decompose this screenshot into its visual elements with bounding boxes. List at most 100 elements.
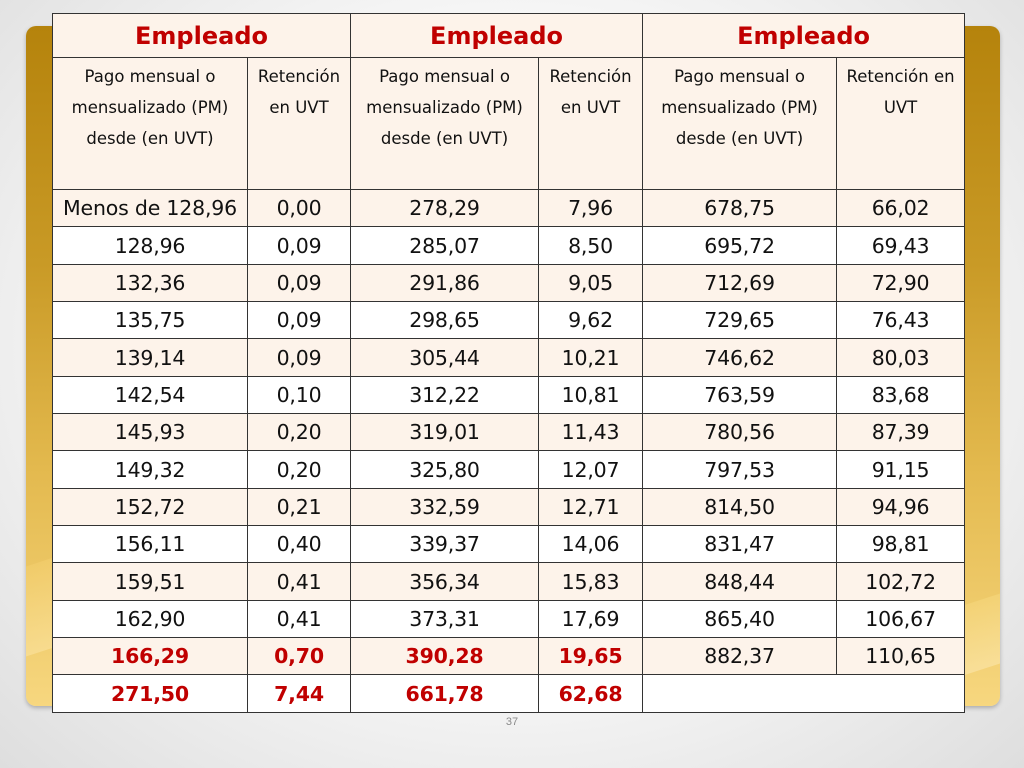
payment-cell: 142,54 (52, 375, 248, 415)
payment-cell: 312,22 (350, 375, 540, 415)
payment-cell: 156,11 (52, 525, 248, 564)
retention-cell: 102,72 (836, 562, 966, 601)
retention-cell: 0,20 (246, 450, 352, 489)
table-column-header-row: Pago mensual o mensualizado (PM) desde (… (52, 57, 966, 190)
retention-cell: 0,09 (246, 263, 352, 303)
retention-cell: 0,21 (246, 487, 352, 527)
withholding-table: Empleado Empleado Empleado Pago mensual … (51, 13, 966, 713)
group-header: Empleado (642, 13, 966, 58)
retention-cell: 98,81 (836, 525, 966, 564)
retention-cell: 0,09 (246, 226, 352, 265)
retention-cell: 72,90 (836, 263, 966, 303)
table-row: 156,11 0,40 339,37 14,06 831,47 98,81 (52, 525, 966, 564)
payment-cell: 139,14 (52, 338, 248, 377)
retention-cell: 76,43 (836, 301, 966, 340)
payment-cell: 763,59 (642, 375, 838, 415)
empty-cell (642, 674, 966, 713)
retention-cell: 94,96 (836, 487, 966, 527)
table-row: 132,36 0,09 291,86 9,05 712,69 72,90 (52, 263, 966, 303)
payment-cell: Menos de 128,96 (52, 188, 248, 228)
payment-cell: 831,47 (642, 525, 838, 564)
retention-cell: 0,41 (246, 562, 352, 601)
payment-cell: 797,53 (642, 450, 838, 489)
group-header: Empleado (51, 13, 352, 58)
table-row: 145,93 0,20 319,01 11,43 780,56 87,39 (52, 413, 966, 452)
retention-cell: 0,10 (246, 375, 352, 415)
retention-cell: 91,15 (836, 450, 966, 489)
retention-cell: 7,96 (538, 188, 644, 228)
retention-cell: 83,68 (836, 375, 966, 415)
table-row: 142,54 0,10 312,22 10,81 763,59 83,68 (52, 375, 966, 415)
payment-cell: 152,72 (52, 487, 248, 527)
payment-cell: 132,36 (52, 263, 248, 303)
payment-cell: 390,28 (350, 637, 540, 676)
payment-cell: 865,40 (642, 599, 838, 639)
retention-cell: 106,67 (836, 599, 966, 639)
retention-cell: 69,43 (836, 226, 966, 265)
table-row: 166,29 0,70 390,28 19,65 882,37 110,65 (52, 637, 966, 676)
payment-cell: 135,75 (52, 301, 248, 340)
payment-cell: 678,75 (642, 188, 838, 228)
retention-cell: 0,70 (246, 637, 352, 676)
payment-cell: 882,37 (642, 637, 838, 676)
retention-cell: 0,41 (246, 599, 352, 639)
payment-cell: 162,90 (52, 599, 248, 639)
payment-cell: 159,51 (52, 562, 248, 601)
retention-cell: 0,09 (246, 301, 352, 340)
payment-cell: 319,01 (350, 413, 540, 452)
retention-cell: 15,83 (538, 562, 644, 601)
retention-cell: 7,44 (246, 674, 352, 713)
payment-cell: 373,31 (350, 599, 540, 639)
payment-cell: 339,37 (350, 525, 540, 564)
column-header-retention: Retención en UVT (538, 57, 644, 190)
payment-cell: 780,56 (642, 413, 838, 452)
payment-cell: 746,62 (642, 338, 838, 377)
ribbon-fold-right (960, 593, 1000, 677)
group-header: Empleado (350, 13, 644, 58)
payment-cell: 291,86 (350, 263, 540, 303)
payment-cell: 848,44 (642, 562, 838, 601)
payment-cell: 661,78 (350, 674, 540, 713)
table-group-header-row: Empleado Empleado Empleado (51, 13, 966, 58)
retention-cell: 12,71 (538, 487, 644, 527)
retention-cell: 10,81 (538, 375, 644, 415)
table-row: 162,90 0,41 373,31 17,69 865,40 106,67 (52, 599, 966, 639)
payment-cell: 325,80 (350, 450, 540, 489)
payment-cell: 729,65 (642, 301, 838, 340)
retention-cell: 14,06 (538, 525, 644, 564)
table-row: 152,72 0,21 332,59 12,71 814,50 94,96 (52, 487, 966, 527)
retention-cell: 0,40 (246, 525, 352, 564)
payment-cell: 285,07 (350, 226, 540, 265)
payment-cell: 145,93 (52, 413, 248, 452)
table-row: 149,32 0,20 325,80 12,07 797,53 91,15 (52, 450, 966, 489)
retention-cell: 10,21 (538, 338, 644, 377)
retention-cell: 110,65 (836, 637, 966, 676)
payment-cell: 712,69 (642, 263, 838, 303)
column-header-payment: Pago mensual o mensualizado (PM) desde (… (642, 57, 838, 190)
retention-cell: 19,65 (538, 637, 644, 676)
retention-cell: 9,05 (538, 263, 644, 303)
payment-cell: 271,50 (52, 674, 248, 713)
payment-cell: 149,32 (52, 450, 248, 489)
payment-cell: 278,29 (350, 188, 540, 228)
table-row: 135,75 0,09 298,65 9,62 729,65 76,43 (52, 301, 966, 340)
payment-cell: 305,44 (350, 338, 540, 377)
retention-cell: 66,02 (836, 188, 966, 228)
retention-cell: 11,43 (538, 413, 644, 452)
payment-cell: 166,29 (52, 637, 248, 676)
payment-cell: 128,96 (52, 226, 248, 265)
retention-cell: 62,68 (538, 674, 644, 713)
table-row: Menos de 128,96 0,00 278,29 7,96 678,75 66,02 (52, 188, 966, 228)
payment-cell: 356,34 (350, 562, 540, 601)
table-body: Menos de 128,96 0,00 278,29 7,96 678,75 66,02… (52, 188, 966, 713)
column-header-payment: Pago mensual o mensualizado (PM) desde (… (350, 57, 540, 190)
retention-cell: 80,03 (836, 338, 966, 377)
table-row: 139,14 0,09 305,44 10,21 746,62 80,03 (52, 338, 966, 377)
retention-cell: 17,69 (538, 599, 644, 639)
retention-cell: 9,62 (538, 301, 644, 340)
payment-cell: 814,50 (642, 487, 838, 527)
column-header-retention: Retención en UVT (836, 57, 966, 190)
payment-cell: 695,72 (642, 226, 838, 265)
retention-cell: 12,07 (538, 450, 644, 489)
payment-cell: 298,65 (350, 301, 540, 340)
